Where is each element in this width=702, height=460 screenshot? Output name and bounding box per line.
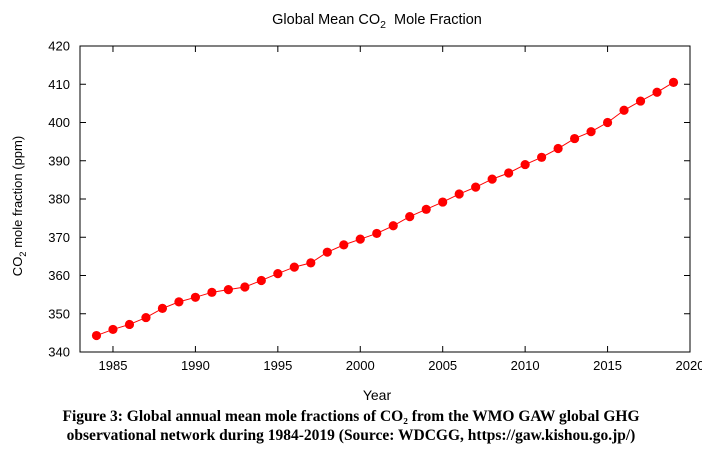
data-point (207, 287, 217, 297)
data-point (273, 268, 283, 279)
data-point (668, 77, 679, 87)
data-point (240, 282, 250, 292)
data-point (438, 197, 448, 207)
figure-caption: Figure 3: Global annual mean mole fracti… (0, 407, 702, 445)
x-tick-label: 2005 (428, 358, 457, 373)
series-points (91, 77, 679, 341)
y-tick-label: 410 (48, 77, 70, 92)
data-point (108, 324, 118, 335)
series-line (96, 81, 674, 337)
data-point (289, 262, 299, 272)
y-tick-label: 370 (48, 230, 70, 245)
data-point (504, 168, 514, 178)
data-point (124, 319, 135, 330)
data-point (190, 292, 201, 302)
x-tick-label: 2010 (511, 358, 540, 373)
data-point (157, 303, 168, 313)
data-point (256, 275, 266, 286)
co2-line-chart: Global Mean CO2 Mole Fraction 3403503603… (10, 12, 702, 403)
chart-title: Global Mean CO2 Mole Fraction (272, 12, 482, 31)
data-point (586, 127, 596, 137)
data-point (471, 182, 481, 192)
y-tick-label: 380 (48, 192, 70, 207)
y-axis: 340 350 360 370 380 390 400 410 420 (48, 39, 690, 360)
y-axis-label: CO2 mole fraction (ppm) (10, 136, 29, 276)
y-tick-label: 350 (48, 306, 70, 321)
data-point (602, 117, 613, 128)
data-point (537, 152, 547, 162)
x-tick-label: 1990 (181, 358, 210, 373)
x-axis-label: Year (363, 387, 392, 403)
data-point (619, 105, 629, 115)
data-point (652, 87, 662, 97)
x-tick-label: 2020 (676, 358, 702, 373)
y-tick-label: 360 (48, 268, 70, 283)
x-tick-label: 1985 (99, 358, 128, 373)
x-tick-label: 1995 (263, 358, 292, 373)
data-point (520, 159, 530, 170)
data-point (174, 297, 184, 307)
data-point (388, 221, 398, 231)
data-point (141, 312, 151, 323)
y-tick-label: 420 (48, 39, 70, 54)
x-tick-label: 2000 (346, 358, 375, 373)
y-tick-label: 400 (48, 115, 70, 130)
y-tick-label: 390 (48, 153, 70, 168)
data-point (421, 204, 431, 214)
data-point (339, 240, 349, 250)
data-point (355, 234, 365, 244)
data-point (405, 212, 415, 222)
data-point (306, 258, 316, 268)
caption-line-1: Figure 3: Global annual mean mole fracti… (62, 408, 640, 425)
data-point (569, 133, 580, 144)
x-tick-label: 2015 (593, 358, 622, 373)
data-point (372, 228, 382, 239)
data-point (635, 96, 646, 106)
data-point (322, 247, 332, 257)
data-point (553, 143, 563, 154)
plot-frame (79, 45, 691, 353)
data-point (454, 189, 464, 199)
data-point (223, 285, 233, 295)
caption-line-2: observational network during 1984-2019 (… (66, 427, 636, 444)
data-point (487, 174, 497, 184)
data-point (91, 330, 102, 341)
y-tick-label: 340 (48, 345, 70, 360)
x-axis: 1985 1990 1995 2000 2005 2010 2015 2020 (99, 46, 702, 373)
